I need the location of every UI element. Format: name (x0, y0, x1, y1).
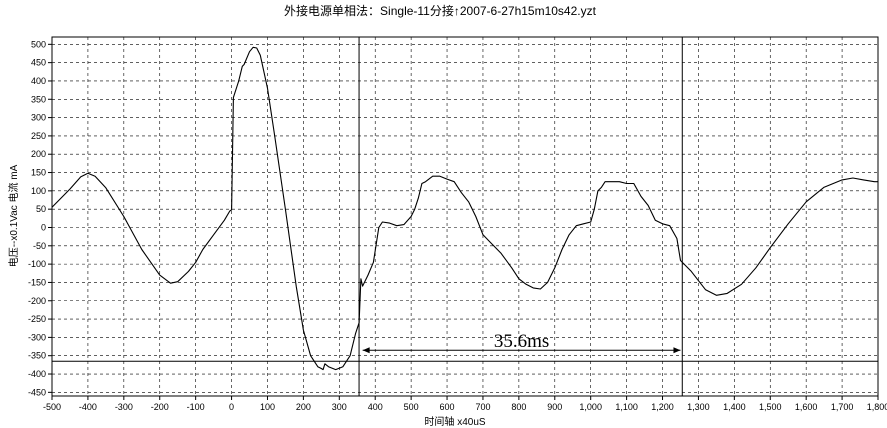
y-tick-label: -200 (28, 296, 46, 306)
x-tick-label: 1,700 (831, 402, 854, 412)
y-tick-label: 100 (31, 186, 46, 196)
y-tick-label: 150 (31, 168, 46, 178)
x-tick-label: 1,100 (615, 402, 638, 412)
x-tick-label: 0 (229, 402, 234, 412)
x-tick-label: 1,200 (651, 402, 674, 412)
x-tick-label: -300 (115, 402, 133, 412)
x-tick-label: 800 (511, 402, 526, 412)
x-tick-label: 700 (475, 402, 490, 412)
y-tick-label: -450 (28, 387, 46, 397)
x-axis-ticks: -500 -400 -300 -200 -100 0 100 200 300 400 500 600 7… (43, 396, 887, 412)
grid (52, 37, 878, 396)
y-tick-label: -100 (28, 259, 46, 269)
y-tick-label: -400 (28, 369, 46, 379)
x-tick-label: 1,400 (723, 402, 746, 412)
y-tick-label: 200 (31, 149, 46, 159)
y-tick-label: 500 (31, 39, 46, 49)
chart-title: 外接电源单相法：Single-11分接↑2007-6-27h15m10s42.y… (284, 3, 597, 18)
y-tick-label: 0 (41, 222, 46, 232)
x-axis-label: 时间轴 x40uS (424, 415, 485, 428)
x-tick-label: 100 (260, 402, 275, 412)
y-tick-label: 450 (31, 58, 46, 68)
x-tick-label: -200 (151, 402, 169, 412)
duration-annotation: 35.6ms (362, 331, 681, 354)
x-tick-label: -500 (43, 402, 61, 412)
y-tick-label: 400 (31, 76, 46, 86)
cursor-markers (52, 37, 878, 396)
x-tick-label: 1,300 (687, 402, 710, 412)
series-layer (51, 46, 878, 371)
y-tick-label: -350 (28, 351, 46, 361)
x-tick-label: 200 (296, 402, 311, 412)
y-tick-label: 50 (36, 204, 46, 214)
arrow-right-icon (673, 347, 681, 354)
y-tick-label: -250 (28, 314, 46, 324)
waveform-line (51, 46, 878, 371)
y-tick-label: -50 (33, 241, 46, 251)
x-tick-label: 1,000 (579, 402, 602, 412)
y-tick-label: 300 (31, 113, 46, 123)
y-axis-ticks: 500450400350300250200150100500-50-100-15… (28, 39, 52, 397)
y-tick-label: 250 (31, 131, 46, 141)
x-tick-label: 300 (332, 402, 347, 412)
x-tick-label: 1,800 (867, 402, 887, 412)
plot-frame (51, 36, 879, 397)
x-tick-label: 500 (404, 402, 419, 412)
y-tick-label: 350 (31, 94, 46, 104)
y-tick-label: -300 (28, 332, 46, 342)
x-tick-label: 1,600 (795, 402, 818, 412)
x-tick-label: 600 (440, 402, 455, 412)
x-tick-label: 900 (547, 402, 562, 412)
x-tick-label: 1,500 (759, 402, 782, 412)
y-tick-label: -150 (28, 277, 46, 287)
duration-label: 35.6ms (494, 331, 549, 352)
y-axis-label: 电压--x0.1Vac 电流 mA (7, 164, 20, 267)
x-tick-label: -400 (79, 402, 97, 412)
arrow-left-icon (362, 347, 370, 354)
x-tick-label: 400 (368, 402, 383, 412)
x-tick-label: -100 (187, 402, 205, 412)
